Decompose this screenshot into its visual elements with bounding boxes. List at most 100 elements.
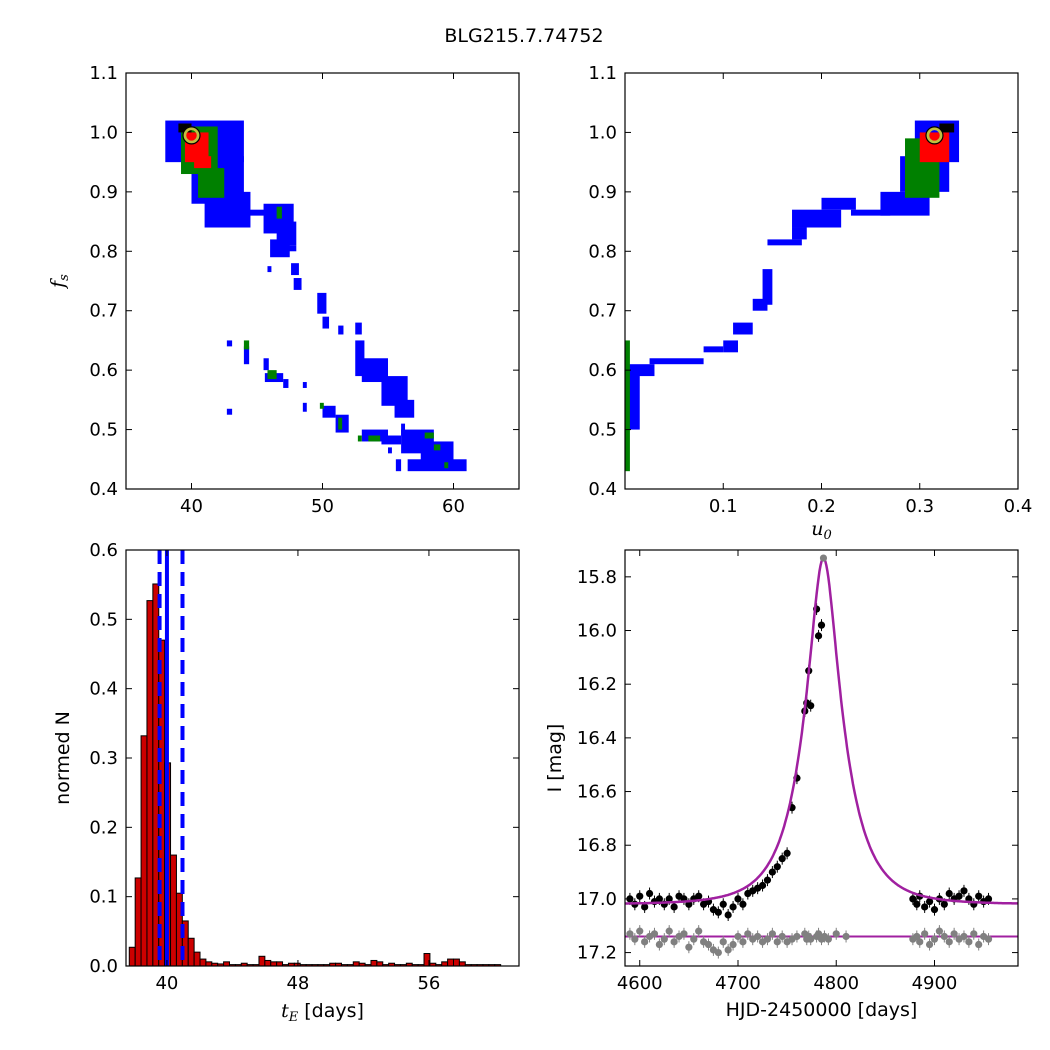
observed-point: [645, 889, 654, 898]
residual-point: [734, 932, 742, 941]
histogram-bar: [453, 958, 460, 967]
x-tick-label: 60: [442, 496, 465, 517]
region-blue: [767, 239, 802, 246]
region-blue: [283, 379, 289, 388]
panel_lc: 4600 4700 4800 4900 15.8 16.0 16.2 16.4 16.6 16.8…: [544, 549, 1019, 1021]
histogram-bar: [370, 959, 378, 967]
residual-point: [945, 938, 953, 946]
residual-point: [636, 927, 644, 935]
x-axis-label: tE [days]: [281, 1000, 364, 1025]
y-tick-label: 0.4: [588, 479, 617, 500]
region-green: [267, 370, 277, 380]
histogram-bar: [264, 959, 272, 967]
y-tick-label: 0.7: [588, 301, 617, 322]
observed-point: [739, 900, 747, 908]
observed-point: [955, 892, 963, 900]
region-green: [338, 417, 343, 430]
y-tick-label: 16.8: [577, 835, 617, 856]
observed-point: [734, 895, 742, 903]
region-blue: [267, 266, 272, 273]
histogram-bar: [140, 735, 148, 967]
observed-point: [641, 903, 649, 911]
observed-point: [807, 702, 815, 710]
residual-point: [793, 932, 801, 941]
region-blue: [283, 245, 297, 252]
observed-point: [763, 876, 772, 884]
region-blue: [407, 459, 467, 472]
region-blue: [243, 346, 250, 365]
residual-point: [763, 935, 772, 943]
region-green: [625, 340, 630, 472]
region-blue: [302, 402, 307, 412]
region-blue: [792, 227, 807, 240]
best-fit-marker-edge: [925, 126, 944, 145]
histogram-bar: [205, 961, 213, 967]
residual-point: [778, 932, 786, 941]
histogram-bar: [199, 958, 207, 967]
histogram-bar: [223, 961, 230, 967]
residual-point: [704, 940, 713, 949]
x-axis-label: u0: [811, 518, 832, 543]
region-blue: [381, 435, 402, 445]
y-tick-label: 0.1: [89, 887, 118, 908]
residual-point: [631, 935, 639, 943]
y-tick-label: 0.8: [588, 241, 617, 262]
observed-point: [817, 621, 826, 629]
y-tick-label: 1.1: [89, 63, 118, 84]
region-blue: [322, 405, 336, 418]
axes-frame: [624, 549, 1019, 967]
observed-point: [783, 849, 791, 857]
region-green: [276, 206, 282, 219]
y-tick-label: 0.5: [89, 420, 118, 441]
region-blue: [204, 191, 251, 228]
observed-point: [719, 900, 727, 908]
region-green: [243, 340, 250, 350]
histogram-bar: [187, 937, 195, 967]
region-green: [444, 462, 449, 469]
observed-point: [695, 892, 703, 900]
region-green: [319, 402, 324, 409]
y-tick-label: 0.6: [89, 540, 118, 561]
x-tick-label: 40: [155, 973, 178, 994]
region-blue: [627, 370, 640, 430]
histogram-bar: [146, 600, 154, 967]
observed-point: [758, 881, 767, 890]
x-tick-label: 48: [286, 973, 309, 994]
residual-point: [814, 930, 823, 938]
histogram-bar: [128, 946, 136, 967]
observed-point: [655, 895, 663, 903]
x-tick-label: 4900: [912, 973, 958, 994]
residual-point: [724, 946, 732, 954]
residual-point: [714, 948, 722, 957]
histogram-bar: [458, 961, 466, 967]
histogram-bar: [170, 854, 177, 967]
y-tick-label: 0.8: [89, 241, 118, 262]
residual-point: [626, 930, 634, 938]
region-blue: [762, 269, 773, 305]
region-blue: [302, 382, 307, 388]
y-tick-label: 0.2: [89, 817, 118, 838]
residual-point: [739, 938, 747, 946]
histogram-bar: [352, 961, 360, 967]
panel_u0_fs: 0.1 0.2 0.3 0.4 0.4 0.5 0.6 0.7 0.8 0.9 1.0 1.1 u0: [588, 63, 1032, 543]
x-tick-label: 56: [417, 973, 440, 994]
peak-point: [819, 554, 828, 562]
y-tick-label: 0.6: [588, 360, 617, 381]
best-fit-marker: [182, 126, 201, 145]
residual-point: [680, 930, 688, 938]
histogram-bar: [447, 958, 455, 967]
x-tick-label: 0.3: [905, 496, 934, 517]
region-blue: [752, 298, 768, 311]
region-blue: [355, 322, 362, 335]
region-blue: [291, 263, 299, 276]
histogram-bar: [193, 951, 201, 967]
y-tick-label: 17.2: [577, 943, 617, 964]
y-tick-label: 16.2: [577, 674, 617, 695]
observed-point: [768, 868, 776, 876]
axes-frame: [125, 549, 520, 967]
observed-point: [778, 855, 786, 863]
residual-point: [655, 940, 663, 949]
observed-point: [636, 892, 644, 900]
y-tick-label: 1.0: [588, 122, 617, 143]
